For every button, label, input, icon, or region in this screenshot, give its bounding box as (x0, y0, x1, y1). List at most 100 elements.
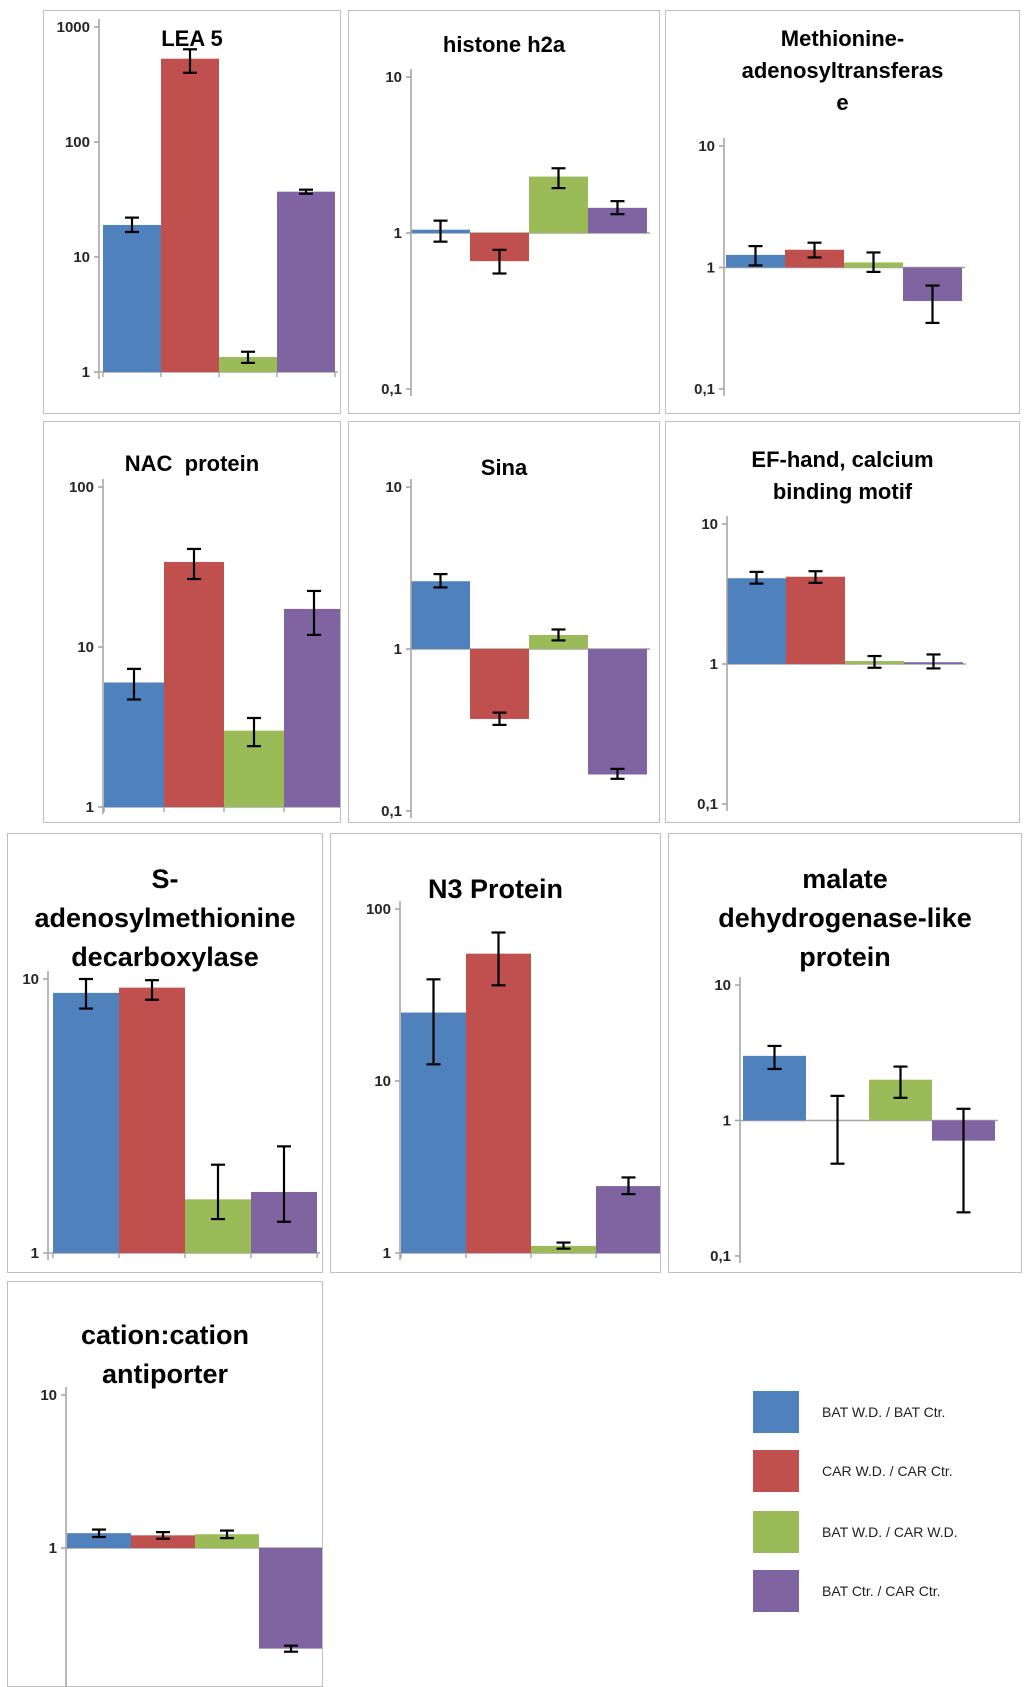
bar-bat-ctr-car-ctr (259, 1548, 322, 1649)
y-tick-label: 0,1 (697, 796, 718, 813)
bar-bat-ctr-car-ctr (588, 649, 647, 775)
chart-panel-cation-cation-antiporter: cation:cation antiporter 10 1 (7, 1281, 323, 1687)
error-bar (211, 1163, 225, 1221)
bar-bat-wd-bat-ctr (411, 581, 470, 649)
y-tick-label: 1 (723, 1113, 731, 1130)
chart-title-line: dehydrogenase-like (718, 903, 972, 933)
error-bar (551, 167, 566, 190)
y-tick-label: 10 (73, 249, 90, 266)
error-bar (551, 628, 566, 642)
chart-panel-malate-dehydrogenase-like-protein: malate dehydrogenase-like protein 10 1 0,1 (668, 833, 1022, 1273)
y-tick-label: 1000 (57, 19, 90, 36)
y-tick-label: 0,1 (381, 381, 402, 398)
bar-car-wd-car-ctr (164, 561, 224, 807)
chart-plot: 10 1 0,1 (381, 69, 650, 398)
error-bar (926, 653, 941, 670)
y-tick-label: 1 (31, 1245, 39, 1262)
chart-title-line: EF-hand, calcium (751, 447, 934, 472)
y-tick-label: 10 (374, 1073, 391, 1090)
chart-panel-lea-5: LEA 5 1000 100 10 1 (43, 10, 341, 414)
chart-plot: 100 10 1 (69, 479, 340, 816)
chart-panel-n3-protein: N3 Protein 100 10 1 (330, 833, 661, 1273)
error-bar (748, 245, 763, 267)
legend-swatch-red (753, 1450, 799, 1492)
y-tick-label: 1 (383, 1245, 391, 1262)
bar-bat-wd-bat-ctr (103, 224, 161, 372)
chart-title: EF-hand, calcium binding motif (666, 444, 1019, 508)
y-tick-label: 1 (707, 260, 715, 277)
error-bar (925, 284, 940, 324)
chart-title-line: histone h2a (442, 32, 566, 57)
bar-car-wd-car-ctr (785, 249, 844, 268)
chart-title: Sina (349, 452, 659, 484)
chart-plot: 10 1 0,1 (710, 977, 998, 1265)
error-bar (893, 1065, 908, 1099)
chart-title: S-adenosylmethionine decarboxylase (8, 860, 322, 977)
chart-title-line: e (836, 90, 849, 115)
error-bar (125, 216, 139, 234)
chart-title: malate dehydrogenase-like protein (669, 860, 1021, 977)
y-tick-label: 10 (385, 69, 402, 86)
error-bar (187, 547, 201, 581)
error-bar (247, 716, 261, 748)
chart-title-line: adenosyltransferas (741, 58, 944, 83)
bar-bat-ctr-car-ctr (284, 608, 340, 807)
legend-item: BAT Ctr. / CAR Ctr. (753, 1570, 941, 1612)
chart-plot: 10 1 0,1 (381, 479, 650, 820)
bar-bat-wd-bat-ctr (104, 682, 164, 807)
legend-label: CAR W.D. / CAR Ctr. (822, 1463, 953, 1479)
bar-car-wd-car-ctr (119, 987, 185, 1253)
y-tick-label: 1 (82, 364, 90, 381)
legend-item: BAT W.D. / BAT Ctr. (753, 1391, 945, 1433)
chart-title-line: S- (151, 864, 179, 894)
y-tick-label: 1 (49, 1540, 57, 1557)
y-tick-label: 10 (22, 971, 39, 988)
error-bar (92, 1528, 106, 1539)
chart-title-line: Sina (480, 455, 528, 480)
chart-panel-s-adenosylmethionine-decarboxylase: S-adenosylmethionine decarboxylase 10 1 (7, 833, 323, 1273)
y-tick-label: 10 (385, 479, 402, 496)
y-tick-label: 100 (65, 134, 90, 151)
legend-label: BAT Ctr. / CAR Ctr. (822, 1583, 941, 1599)
chart-title: N3 Protein (331, 870, 660, 909)
chart-plot: 10 1 (40, 1387, 322, 1686)
chart-title-line: Methionine- (780, 26, 905, 51)
chart-title-line: antiporter (101, 1359, 228, 1389)
legend-swatch-blue (753, 1391, 799, 1433)
chart-panel-sina: Sina 10 1 0,1 (348, 421, 660, 823)
error-bar (491, 931, 506, 987)
legend-item: BAT W.D. / CAR W.D. (753, 1511, 958, 1553)
error-bar (867, 654, 882, 669)
bar-bat-wd-car-wd (195, 1534, 259, 1548)
legend-item: CAR W.D. / CAR Ctr. (753, 1450, 953, 1492)
error-bar (956, 1107, 971, 1214)
error-bar (277, 1145, 291, 1223)
bar-car-wd-car-ctr (470, 649, 529, 719)
chart-title-line: N3 Protein (427, 874, 564, 904)
chart-title-line: malate (802, 864, 888, 894)
chart-panel-nac-protein: NAC protein 100 10 1 (43, 421, 341, 823)
error-bar (433, 219, 448, 243)
y-tick-label: 0,1 (381, 803, 402, 820)
chart-plot: 10 1 (22, 971, 320, 1262)
y-tick-label: 10 (701, 516, 718, 533)
error-bar (284, 1644, 298, 1653)
legend-swatch-purple (753, 1570, 799, 1612)
bar-bat-wd-bat-ctr (53, 992, 119, 1253)
y-tick-label: 1 (710, 656, 718, 673)
chart-plot: 10 1 0,1 (694, 138, 965, 398)
chart-title: NAC protein (44, 448, 340, 480)
chart-title: LEA 5 (44, 23, 340, 55)
chart-plot: 100 10 1 (366, 901, 660, 1262)
y-tick-label: 1 (394, 225, 402, 242)
error-bar (767, 1044, 782, 1071)
chart-title-line: NAC protein (124, 451, 260, 476)
legend-label: BAT W.D. / BAT Ctr. (822, 1404, 946, 1420)
bar-bat-wd-bat-ctr (67, 1533, 131, 1548)
error-bar (830, 1094, 845, 1165)
chart-title-line: cation:cation (80, 1320, 249, 1350)
chart-title: histone h2a (349, 29, 659, 61)
error-bar (433, 572, 448, 589)
bar-car-wd-car-ctr (131, 1535, 195, 1548)
y-tick-label: 1 (394, 641, 402, 658)
